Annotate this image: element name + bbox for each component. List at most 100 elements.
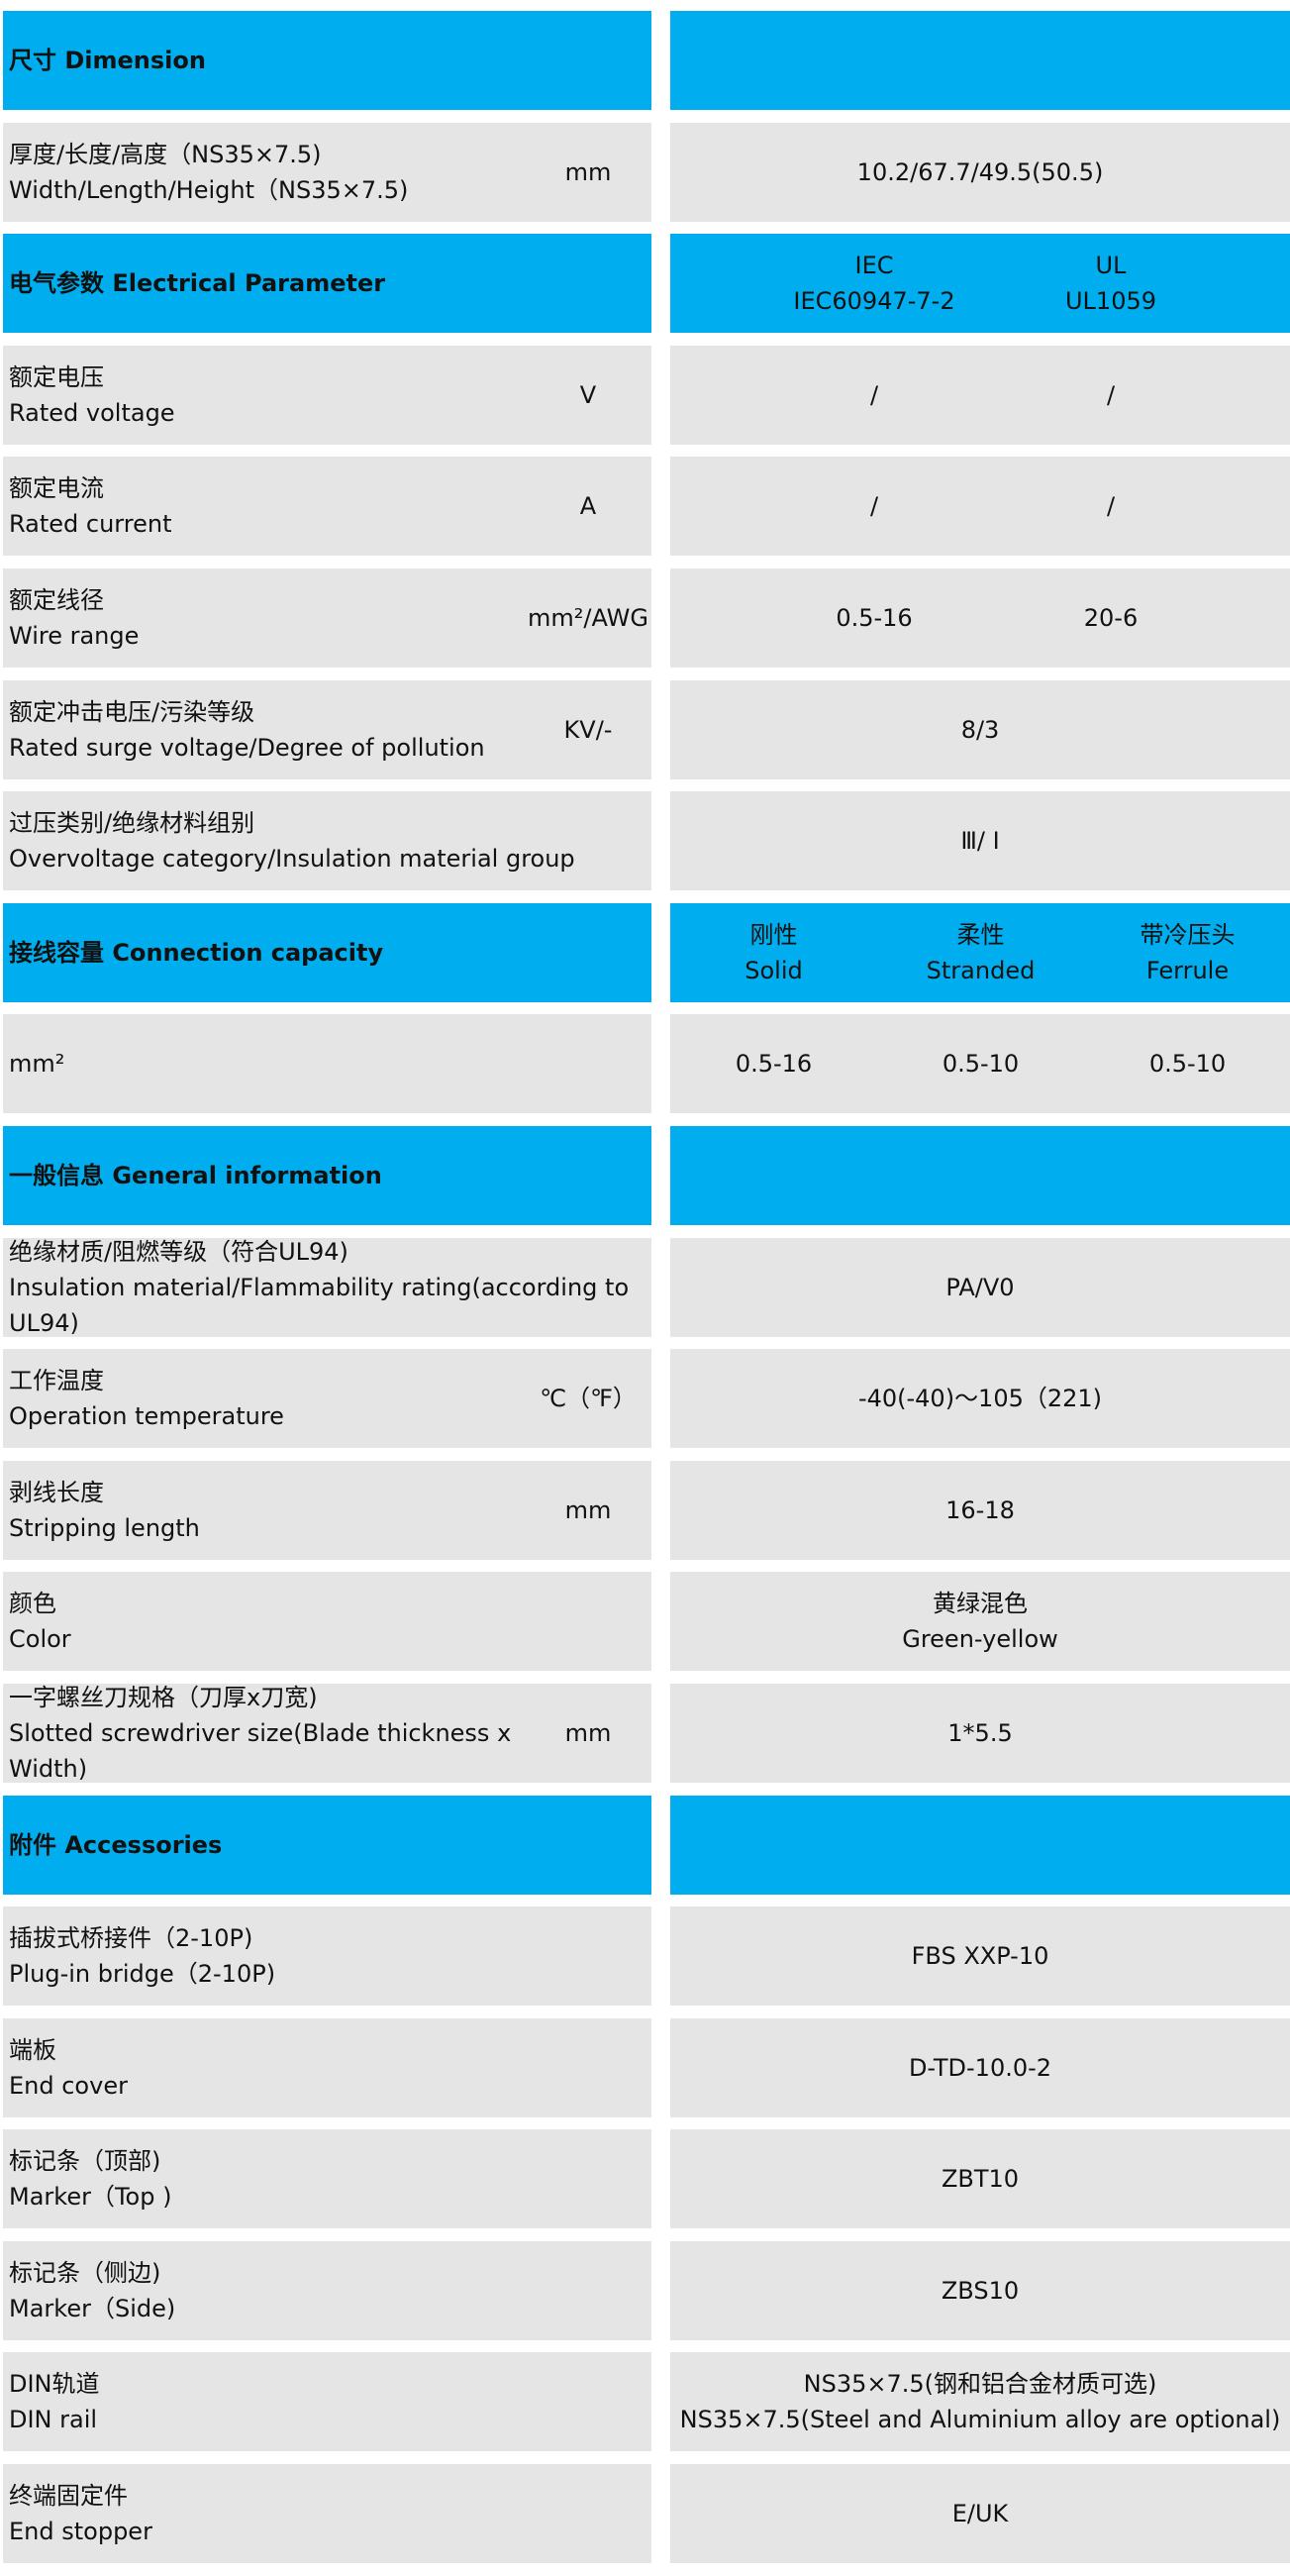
value-cell [670,1125,1290,1225]
value-column: 16-18 [670,1461,1290,1560]
label-line: Marker（Side) [9,2294,176,2322]
label-line: Rated voltage [9,398,175,427]
label-line: 一般信息 General information [9,1161,382,1189]
value-cell: D-TD-10.0-2 [670,2017,1290,2117]
value-cell: / / [670,457,1290,557]
value-cell: 0.5-16 0.5-10 0.5-10 [670,1014,1290,1114]
value-line: IEC60947-7-2 [793,287,955,316]
value-line: 黄绿混色 [933,1590,1028,1618]
table-row: 额定电流 Rated current A / / [0,457,1290,557]
value-line: 0.5-10 [1148,1050,1227,1079]
label-cell: 绝缘材质/阻燃等级（符合UL94) Insulation material/Fla… [3,1237,651,1337]
label-line: Stripping length [9,1513,200,1542]
label-cell: 额定电压 Rated voltage V [3,345,651,445]
table-row: 插拔式桥接件（2-10P) Plug-in bridge（2-10P) FBS XX… [0,1906,1290,2007]
label-cell: 额定线径 Wire range mm²/AWG [3,567,651,668]
value-line: Ferrule [1145,956,1230,984]
value-column: 0.5-10 [877,1014,1084,1113]
label-line: 终端固定件 [9,2482,128,2511]
unit-label: ℃（℉） [540,1385,637,1413]
section-title: 电气参数 Electrical Parameter [9,234,643,333]
table-row: 一字螺丝刀规格（刀厚x刀宽) Slotted screwdriver size(B… [0,1683,1290,1783]
label-cell: 额定电流 Rated current A [3,457,651,557]
value-line: D-TD-10.0-2 [908,2053,1052,2082]
label-cell: 端板 End cover [3,2017,651,2117]
table-row: 颜色 Color 黄绿混色 Green-yellow [0,1572,1290,1672]
value-column: E/UK [670,2464,1290,2563]
label-line: 端板 [9,2035,56,2064]
row-label: 标记条（顶部) Marker（Top ) [9,2129,643,2228]
value-line: 0.5-16 [735,1050,813,1079]
label-line: Operation temperature [9,1402,284,1431]
value-column: 0.5-16 [765,568,983,668]
table-row: 厚度/长度/高度（NS35×7.5) Width/Length/Height（NS… [0,122,1290,222]
table-row: DIN轨道 DIN rail NS35×7.5(钢和铝合金材质可选) NS35×7.5… [0,2352,1290,2452]
value-column: 1*5.5 [670,1684,1290,1783]
label-cell: 颜色 Color [3,1572,651,1672]
value-line: 20-6 [1083,603,1139,632]
value-line: Solid [744,956,803,984]
label-line: 尺寸 Dimension [9,47,206,74]
unit-label: mm [564,157,612,186]
table-row: 标记条（顶部) Marker（Top ) ZBT10 [0,2129,1290,2229]
section-title: 接线容量 Connection capacity [9,903,643,1002]
unit-label: V [579,380,597,409]
table-row: 过压类别/绝缘材料组别 Overvoltage category/Insulati… [0,791,1290,891]
label-line: Marker（Top ) [9,2183,172,2212]
value-line: -40(-40)～105（221) [857,1385,1103,1413]
value-cell: 黄绿混色 Green-yellow [670,1572,1290,1672]
value-cell: ZBT10 [670,2129,1290,2229]
value-column: -40(-40)～105（221) [670,1349,1290,1448]
label-cell: 标记条（顶部) Marker（Top ) [3,2129,651,2229]
value-column: / [765,457,983,556]
row-label: mm² [9,1014,643,1113]
value-column: D-TD-10.0-2 [670,2018,1290,2117]
label-cell: 尺寸 Dimension [3,11,651,110]
row-label: 额定冲击电压/污染等级 Rated surge voltage/Degree of… [9,680,524,779]
value-column: 20-6 [1002,568,1220,668]
value-column: Ⅲ/ Ⅰ [670,791,1290,890]
value-line: Stranded [926,956,1036,984]
value-line: Green-yellow [902,1625,1058,1654]
spec-table: 尺寸 Dimension 厚度/长度/高度（NS35×7.5) Width/Leng… [0,11,1290,2576]
value-cell: FBS XXP-10 [670,1906,1290,2007]
table-row: 标记条（侧边) Marker（Side) ZBS10 [0,2240,1290,2340]
label-line: 额定电流 [9,474,104,503]
label-line: Rated surge voltage/Degree of pollution [9,733,485,762]
row-label: 端板 End cover [9,2018,643,2117]
value-cell: -40(-40)～105（221) [670,1349,1290,1449]
unit-label: mm [564,1718,612,1747]
label-cell: 厚度/长度/高度（NS35×7.5) Width/Length/Height（NS… [3,122,651,222]
unit-label: mm [564,1495,612,1524]
row-label: 插拔式桥接件（2-10P) Plug-in bridge（2-10P) [9,1906,643,2006]
value-line: IEC [854,252,894,280]
label-line: Plug-in bridge（2-10P) [9,1960,276,1989]
label-line: End stopper [9,2518,152,2546]
value-column: 刚性 Solid [670,903,877,1002]
table-row: 端板 End cover D-TD-10.0-2 [0,2017,1290,2117]
value-column: ZBT10 [670,2129,1290,2228]
label-cell: DIN轨道 DIN rail [3,2352,651,2452]
label-cell: 接线容量 Connection capacity [3,902,651,1002]
label-cell: 额定冲击电压/污染等级 Rated surge voltage/Degree of… [3,679,651,779]
section-title: 附件 Accessories [9,1796,643,1895]
value-cell: 16-18 [670,1460,1290,1560]
table-row: 剥线长度 Stripping length mm 16-18 [0,1460,1290,1560]
value-column: 0.5-16 [670,1014,877,1113]
value-line: Ⅲ/ Ⅰ [960,827,1000,856]
value-line: UL1059 [1064,287,1156,316]
value-line: PA/V0 [945,1273,1015,1301]
label-cell: mm² [3,1014,651,1114]
value-line: / [1106,492,1116,521]
row-label: 额定电压 Rated voltage [9,346,524,445]
row-label: 额定线径 Wire range [9,568,524,668]
value-line: 0.5-10 [942,1050,1020,1079]
value-column: 8/3 [670,680,1290,779]
value-cell: E/UK [670,2464,1290,2564]
label-cell: 剥线长度 Stripping length mm [3,1460,651,1560]
table-row: 绝缘材质/阻燃等级（符合UL94) Insulation material/Fla… [0,1237,1290,1337]
row-label: 剥线长度 Stripping length [9,1461,524,1560]
row-label: 额定电流 Rated current [9,457,524,556]
label-line: Color [9,1625,71,1654]
value-cell [670,1795,1290,1895]
